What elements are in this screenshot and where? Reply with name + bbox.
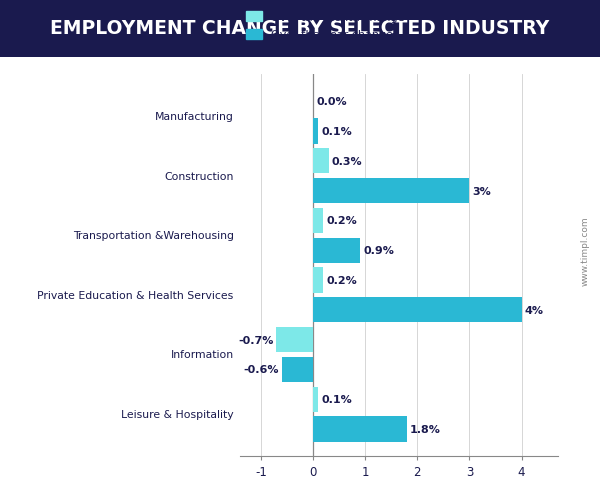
Bar (313, 149, 329, 174)
Bar (313, 268, 323, 293)
Bar (313, 178, 469, 204)
Text: 0.2%: 0.2% (326, 216, 357, 226)
Text: 1.8%: 1.8% (410, 424, 441, 434)
Bar (313, 208, 323, 233)
Text: 3%: 3% (473, 186, 491, 196)
Text: -0.6%: -0.6% (243, 365, 278, 375)
Bar (313, 238, 360, 263)
Text: Information: Information (170, 350, 233, 360)
Bar (313, 387, 318, 412)
Text: -0.7%: -0.7% (238, 335, 274, 345)
Bar (313, 416, 407, 442)
Text: Construction: Construction (164, 171, 233, 181)
Text: www.timpl.com: www.timpl.com (581, 216, 589, 285)
Text: 0.1%: 0.1% (322, 394, 352, 404)
Text: Leisure & Hospitality: Leisure & Hospitality (121, 409, 233, 419)
Legend: Over-the-month change, Over-the-year change: Over-the-month change, Over-the-year cha… (245, 12, 404, 40)
Text: 0.9%: 0.9% (363, 245, 394, 256)
Text: Manufacturing: Manufacturing (155, 112, 233, 122)
Text: Transportation &Warehousing: Transportation &Warehousing (73, 231, 233, 241)
Text: 0.1%: 0.1% (322, 127, 352, 137)
Bar (277, 327, 313, 353)
Text: 0.3%: 0.3% (332, 156, 362, 166)
Text: EMPLOYMENT CHANGE BY SELECTED INDUSTRY: EMPLOYMENT CHANGE BY SELECTED INDUSTRY (50, 20, 550, 38)
Bar (282, 357, 313, 382)
Text: Private Education & Health Services: Private Education & Health Services (37, 290, 233, 300)
Bar (313, 119, 318, 144)
Bar (313, 298, 521, 323)
Text: 0.2%: 0.2% (326, 276, 357, 286)
Text: 0.0%: 0.0% (316, 97, 347, 107)
Text: 4%: 4% (524, 305, 544, 315)
